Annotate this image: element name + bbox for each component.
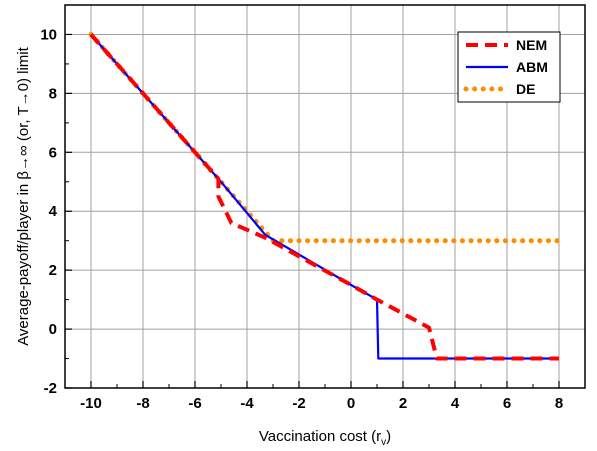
y-tick-label: 6	[49, 144, 57, 161]
x-axis-title-subscript: v	[381, 437, 386, 448]
series-line-de	[88, 32, 562, 244]
y-tick-label: 4	[49, 203, 58, 220]
y-tick-label: 10	[40, 26, 57, 43]
y-tick-label: 8	[49, 85, 57, 102]
x-tick-label: 0	[347, 395, 355, 412]
x-tick-label: -4	[240, 395, 254, 412]
x-tick-label: -10	[80, 395, 102, 412]
x-tick-label: 8	[555, 395, 563, 412]
legend-label-de: DE	[516, 81, 535, 97]
y-tick-label: -2	[44, 380, 57, 397]
series-layer	[88, 32, 562, 361]
x-tick-label: 6	[503, 395, 511, 412]
x-tick-label: 2	[399, 395, 407, 412]
legend-label-abm: ABM	[516, 59, 548, 75]
series-line-abm	[90, 33, 559, 360]
x-tick-label: -8	[136, 395, 149, 412]
x-tick-label: -6	[188, 395, 201, 412]
y-axis-title: Average-payoff/player in β→∞ (or, T→0) l…	[15, 46, 32, 345]
y-tick-label: 2	[49, 262, 57, 279]
legend: NEM ABM DE	[457, 31, 561, 103]
series-line-nem	[89, 33, 559, 361]
x-axis-title: Vaccination cost (rv)	[259, 428, 391, 448]
legend-label-nem: NEM	[516, 37, 547, 53]
y-tick-label: 0	[49, 321, 57, 338]
x-tick-label: -2	[292, 395, 305, 412]
x-tick-label: 4	[451, 395, 460, 412]
ticks: -10 -8 -6 -4 -2 0 2 4 6 8 -2 0 2 4 6 8 10	[40, 26, 563, 412]
